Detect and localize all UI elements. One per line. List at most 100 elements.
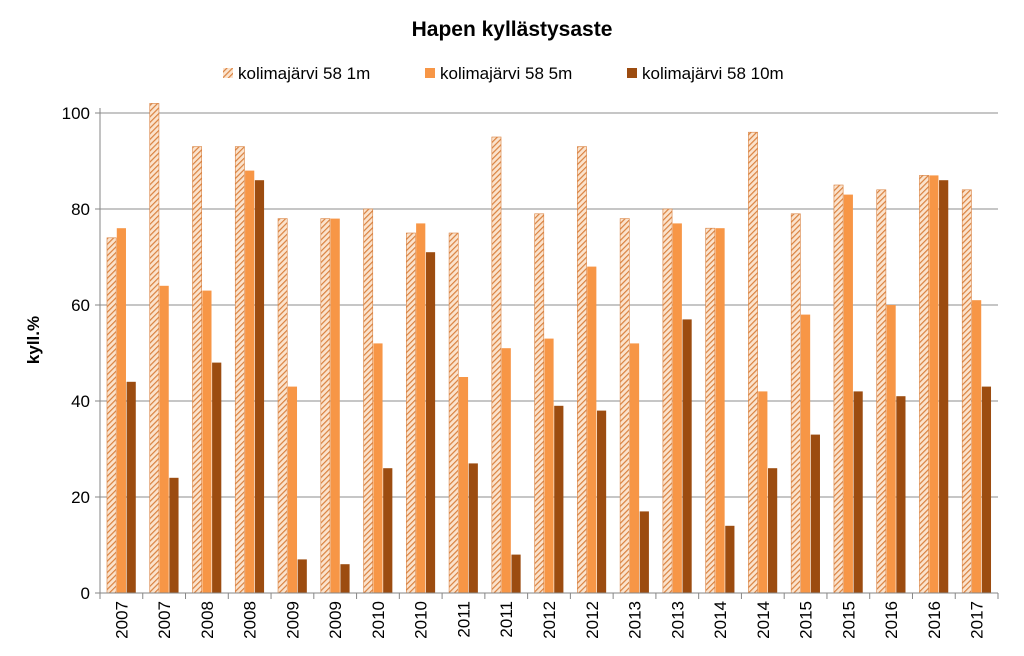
bar-1-9: [448, 232, 459, 594]
x-tick-label: 2011: [454, 601, 473, 638]
bar-3-5: [297, 559, 307, 593]
bar-3-16: [768, 468, 778, 593]
bar-2-21: [972, 300, 982, 593]
bar-1-12: [577, 146, 587, 594]
bar-3-18: [853, 391, 863, 593]
bar-3-11: [554, 405, 564, 593]
bar-2-20: [929, 175, 939, 593]
x-tick-label: 2015: [797, 601, 816, 639]
bar-2-12: [587, 266, 597, 593]
bar-2-16: [758, 391, 768, 593]
x-tick-label: 2014: [754, 601, 773, 639]
x-ticks: 2007 2007 2008 2008 2009 2009 2010 2010 2011 2011…: [112, 601, 986, 639]
bar-2-15: [715, 228, 725, 593]
x-tick-label: 2013: [626, 601, 645, 639]
bar-1-14: [662, 208, 673, 594]
bar-3-21: [981, 386, 992, 593]
bar-3-9: [468, 463, 478, 593]
y-tick-label: 80: [71, 200, 90, 219]
x-tick-label: 2007: [112, 601, 131, 639]
bar-3-8: [425, 252, 436, 593]
bar-1-6: [320, 218, 331, 594]
x-tick-label: 2016: [925, 601, 944, 639]
bars: [106, 103, 992, 594]
y-tick-label: 20: [71, 488, 90, 507]
bar-3-14: [682, 319, 692, 593]
bar-2-7: [373, 343, 383, 593]
x-tick-label: 2016: [882, 601, 901, 639]
x-tick-label: 2008: [198, 601, 217, 639]
bar-2-5: [287, 386, 298, 593]
bar-2-1: [116, 228, 126, 593]
y-ticks: 0 20 40 60 80 100: [62, 104, 90, 603]
bar-1-2: [149, 103, 160, 594]
bar-3-1: [126, 381, 136, 593]
bar-2-10: [501, 348, 511, 593]
y-axis-label: kyll.%: [24, 316, 43, 364]
bar-2-4: [245, 170, 255, 593]
x-tick-label: 2013: [668, 601, 687, 639]
bar-1-19: [876, 189, 887, 594]
bar-1-13: [619, 218, 630, 594]
x-tick-label: 2015: [839, 601, 858, 639]
bar-2-19: [886, 305, 896, 593]
x-tick-label: 2010: [412, 601, 431, 639]
bar-3-4: [254, 180, 265, 593]
bar-3-20: [939, 180, 949, 593]
bar-2-3: [202, 290, 212, 593]
bar-3-17: [810, 434, 820, 593]
x-tick-label: 2014: [711, 601, 730, 639]
y-tick-label: 0: [81, 584, 90, 603]
bar-1-16: [748, 131, 758, 594]
bar-1-7: [363, 208, 374, 594]
x-tick-label: 2012: [540, 601, 559, 639]
bar-3-19: [896, 396, 906, 593]
bar-2-14: [672, 223, 682, 593]
x-tick-label: 2010: [369, 601, 388, 639]
bar-1-5: [277, 218, 288, 594]
legend-label-3: kolimajärvi 58 10m: [642, 64, 784, 83]
axes: [95, 108, 999, 599]
bar-3-2: [169, 477, 179, 593]
bar-1-17: [790, 213, 801, 594]
x-tick-label: 2009: [326, 601, 345, 639]
bar-1-8: [406, 232, 416, 594]
legend-swatch-3: [627, 68, 637, 78]
bar-2-8: [416, 223, 426, 593]
x-tick-label: 2011: [497, 601, 516, 638]
bar-1-1: [106, 237, 117, 594]
legend-swatch-2: [425, 68, 435, 78]
bar-3-15: [725, 525, 735, 593]
bar-3-7: [383, 468, 393, 593]
x-tick-label: 2017: [968, 601, 987, 639]
x-tick-label: 2009: [283, 601, 302, 639]
bar-2-11: [544, 338, 554, 593]
bar-1-11: [534, 213, 545, 594]
bar-2-18: [843, 194, 853, 593]
x-tick-label: 2008: [241, 601, 260, 639]
legend: kolimajärvi 58 1m kolimajärvi 58 5m kolima…: [223, 64, 784, 83]
y-tick-label: 60: [71, 296, 90, 315]
bar-1-10: [491, 136, 502, 594]
x-tick-label: 2012: [583, 601, 602, 639]
bar-3-6: [340, 564, 350, 593]
bar-1-15: [705, 227, 716, 594]
y-tick-label: 100: [62, 104, 90, 123]
bar-2-9: [458, 377, 469, 593]
bar-2-13: [629, 343, 640, 593]
x-tick-label: 2007: [155, 601, 174, 639]
bar-1-4: [234, 146, 245, 594]
bar-3-3: [212, 362, 222, 593]
legend-label-1: kolimajärvi 58 1m: [238, 64, 370, 83]
bar-3-12: [596, 410, 607, 593]
y-tick-label: 40: [71, 392, 90, 411]
bar-1-20: [919, 175, 929, 594]
bar-2-6: [330, 218, 340, 593]
legend-label-2: kolimajärvi 58 5m: [440, 64, 572, 83]
bar-3-13: [639, 511, 649, 593]
bar-1-3: [192, 146, 203, 594]
bar-3-10: [511, 554, 521, 593]
legend-swatch-1: [223, 68, 233, 78]
bar-1-21: [961, 189, 972, 594]
